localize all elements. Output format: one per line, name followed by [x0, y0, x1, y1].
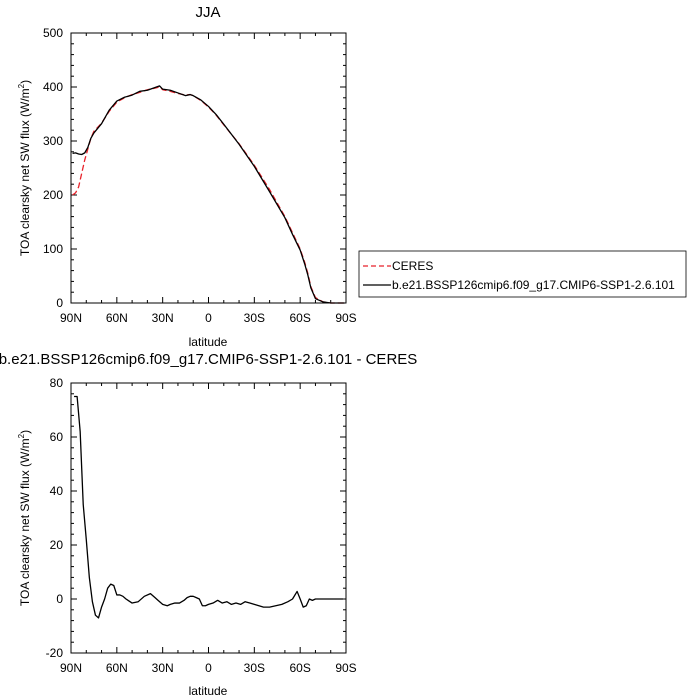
bottom-x-tick-label: 60N	[106, 661, 128, 675]
top-y-tick-label: 300	[43, 134, 63, 148]
top-x-tick-label: 60N	[106, 311, 128, 325]
top-chart: JJA 90N 60N 30N 0 30S 60S 90S0100200300400500 …	[17, 4, 357, 349]
bottom-series-group	[74, 395, 343, 619]
legend-label-ceres: CERES	[392, 259, 433, 273]
top-x-tick-label: 90S	[335, 311, 356, 325]
top-y-axis-label-sup: 2	[17, 83, 26, 88]
bottom-y-tick-label: -20	[46, 646, 64, 660]
bottom-chart: b.e21.BSSP126cmip6.f09_g17.CMIP6-SSP1-2.…	[0, 351, 417, 698]
bottom-x-tick-label: 60S	[289, 661, 310, 675]
bottom-axes: 90N 60N 30N 0 30S 60S 90S -20 0 20 40 60 80	[46, 376, 357, 675]
bottom-y-tick-label: 0	[56, 592, 63, 606]
bottom-x-tick-label: 30S	[244, 661, 265, 675]
top-chart-title: JJA	[195, 4, 220, 21]
top-y-tick-label: 200	[43, 188, 63, 202]
bottom-y-tick-label: 20	[50, 538, 64, 552]
top-series-line-1	[72, 85, 345, 304]
bottom-y-axis-label-sup: 2	[17, 433, 26, 438]
bottom-y-axis-label-main: TOA clearsky net SW flux (W/m	[18, 438, 32, 606]
bottom-x-tick-label: 90S	[335, 661, 356, 675]
top-y-tick-label: 400	[43, 80, 63, 94]
top-y-tick-label: 500	[43, 26, 63, 40]
top-x-tick-label: 90N	[60, 311, 82, 325]
bottom-x-tick-label: 90N	[60, 661, 82, 675]
legend-label-model: b.e21.BSSP126cmip6.f09_g17.CMIP6-SSP1-2.…	[392, 278, 675, 292]
top-x-axis-label: latitude	[189, 335, 228, 349]
top-plot-frame	[70, 32, 347, 304]
top-y-axis-label-tail: )	[18, 80, 32, 84]
bottom-series-line-0	[74, 395, 343, 619]
bottom-y-tick-label: 80	[50, 376, 64, 390]
bottom-x-axis-label: latitude	[189, 684, 228, 698]
legend-box	[358, 250, 687, 298]
bottom-y-tick-label: 40	[50, 484, 64, 498]
legend: CERES b.e21.BSSP126cmip6.f09_g17.CMIP6-S…	[358, 250, 687, 298]
top-series-group	[72, 85, 345, 304]
top-x-tick-label: 30S	[244, 311, 265, 325]
top-y-axis-label: TOA clearsky net SW flux (W/m2)	[17, 80, 32, 256]
top-x-tick-label: 60S	[289, 311, 310, 325]
bottom-x-tick-label: 30N	[152, 661, 174, 675]
top-axes: 90N 60N 30N 0 30S 60S 90S 0 100 200 300 400 500	[43, 26, 357, 325]
bottom-plot-frame	[70, 382, 347, 654]
top-x-tick-label: 0	[205, 311, 212, 325]
top-y-tick-label: 0	[56, 296, 63, 310]
top-x-tick-label: 30N	[152, 311, 174, 325]
bottom-y-axis-label-tail: )	[18, 430, 32, 434]
bottom-y-tick-label: 60	[50, 430, 64, 444]
bottom-y-axis-label: TOA clearsky net SW flux (W/m2)	[17, 430, 32, 606]
top-y-tick-label: 100	[43, 242, 63, 256]
top-y-axis-label-main: TOA clearsky net SW flux (W/m	[18, 88, 32, 256]
bottom-x-tick-label: 0	[205, 661, 212, 675]
top-series-line-0	[72, 86, 345, 304]
bottom-chart-title: b.e21.BSSP126cmip6.f09_g17.CMIP6-SSP1-2.…	[0, 351, 417, 368]
